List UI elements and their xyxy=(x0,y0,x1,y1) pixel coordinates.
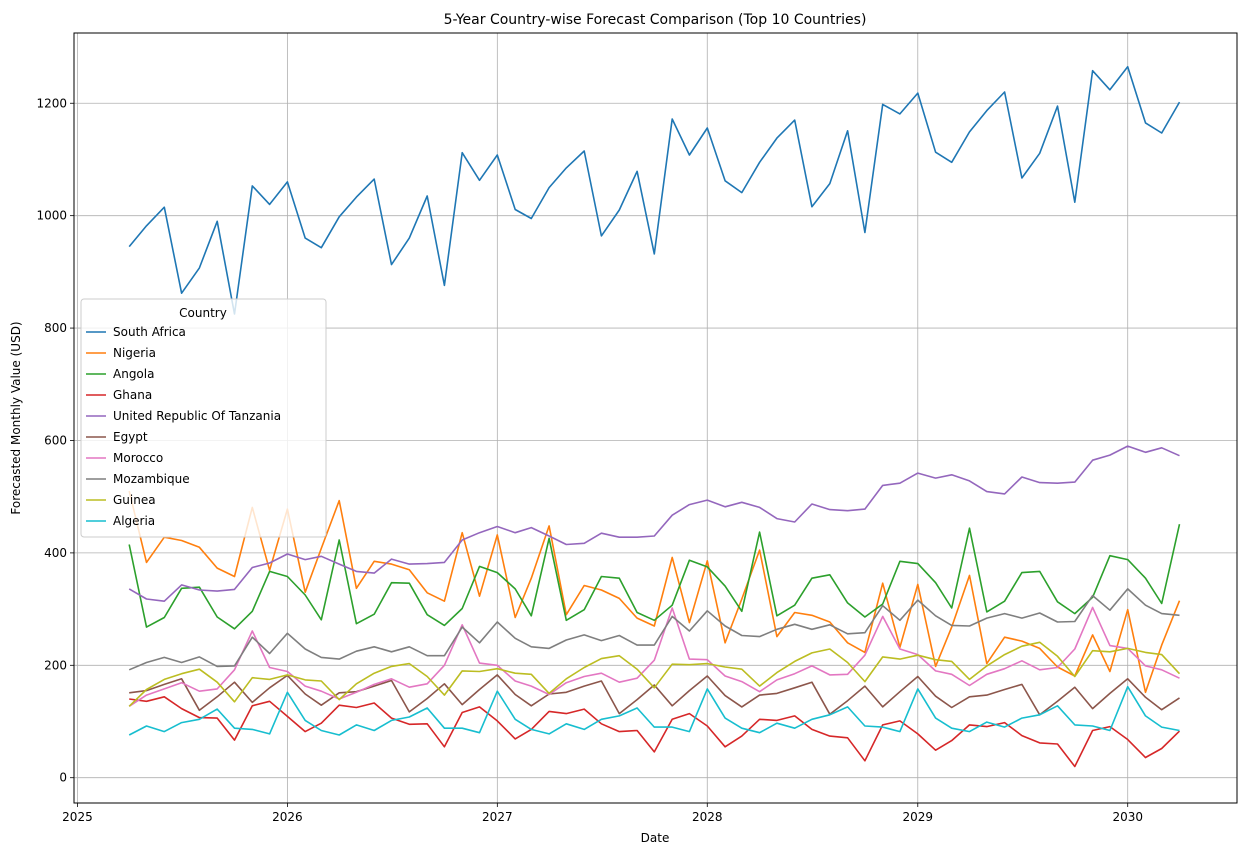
x-axis-ticks: 2025 2026 2027 2028 2029 2030 xyxy=(62,803,1143,824)
series-line-angola xyxy=(128,524,1181,630)
legend-label-united-republic-of-tanzania: United Republic Of Tanzania xyxy=(113,409,281,423)
series-line-guinea xyxy=(128,641,1181,707)
x-tick-label: 2025 xyxy=(62,810,93,824)
chart-title: 5-Year Country-wise Forecast Comparison … xyxy=(444,12,867,28)
y-tick-label: 600 xyxy=(44,433,67,447)
legend-label-guinea: Guinea xyxy=(113,493,156,507)
series-lines xyxy=(128,65,1181,768)
y-tick-label: 1200 xyxy=(36,96,67,110)
series-line-south-africa xyxy=(128,65,1181,315)
series-line-algeria xyxy=(128,685,1180,736)
y-tick-label: 200 xyxy=(44,658,67,672)
legend-label-south-africa: South Africa xyxy=(113,325,186,339)
x-axis-label: Date xyxy=(641,831,670,845)
series-line-egypt xyxy=(129,674,1180,716)
x-tick-label: 2029 xyxy=(903,810,934,824)
y-tick-label: 1000 xyxy=(36,209,67,223)
legend-label-nigeria: Nigeria xyxy=(113,346,156,360)
legend-label-angola: Angola xyxy=(113,367,154,381)
y-axis-label: Forecasted Monthly Value (USD) xyxy=(9,321,23,514)
y-tick-label: 400 xyxy=(44,546,67,560)
series-line-morocco xyxy=(128,606,1180,707)
y-tick-label: 0 xyxy=(59,771,67,785)
legend-label-ghana: Ghana xyxy=(113,388,152,402)
legend-label-egypt: Egypt xyxy=(113,430,148,444)
series-line-mozambique xyxy=(128,588,1180,671)
series-line-ghana xyxy=(129,695,1181,768)
plot-area-frame xyxy=(73,32,1238,804)
legend-title: Country xyxy=(179,306,227,320)
series-line-nigeria xyxy=(128,490,1181,694)
y-axis-ticks: 0 200 400 600 800 1000 1200 xyxy=(36,96,74,785)
legend-label-algeria: Algeria xyxy=(113,514,155,528)
legend-label-mozambique: Mozambique xyxy=(113,472,190,486)
legend-items: South Africa Nigeria Angola Ghana United Rep… xyxy=(86,325,281,528)
x-tick-label: 2026 xyxy=(272,810,303,824)
x-tick-label: 2028 xyxy=(692,810,723,824)
x-tick-label: 2027 xyxy=(482,810,513,824)
series-line-united-republic-of-tanzania xyxy=(128,445,1180,603)
legend-label-morocco: Morocco xyxy=(113,451,163,465)
x-tick-label: 2030 xyxy=(1112,810,1143,824)
legend-box xyxy=(80,298,327,538)
legend: Country South Africa Nigeria Angola Ghana Un… xyxy=(80,298,327,538)
y-tick-label: 800 xyxy=(44,321,67,335)
